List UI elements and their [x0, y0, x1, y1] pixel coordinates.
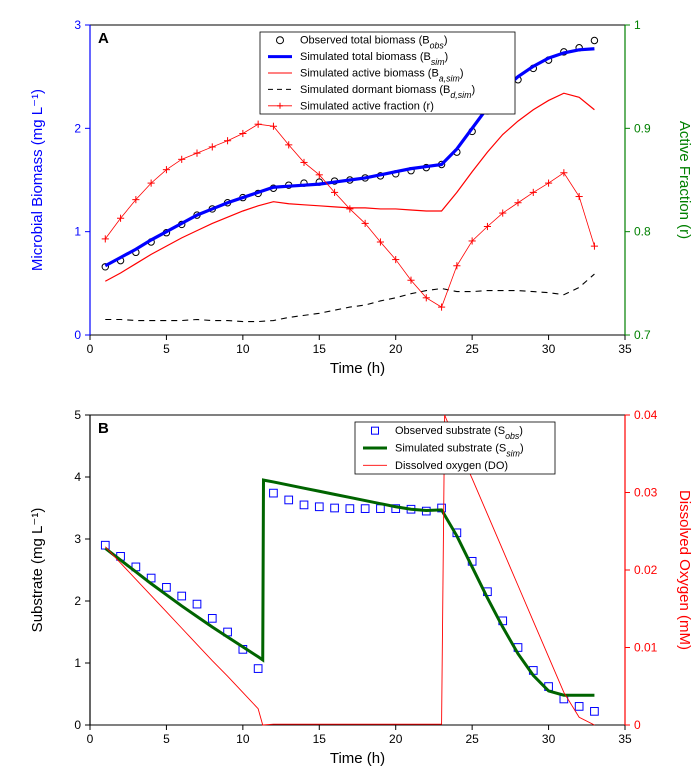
- marker-square: [377, 505, 385, 513]
- x-tick-label: 0: [87, 732, 94, 746]
- x-tick-label: 20: [389, 342, 403, 356]
- x-tick-label: 15: [313, 732, 327, 746]
- marker-square: [575, 703, 583, 711]
- panel-label: A: [98, 30, 109, 47]
- figure-container: { "figure": { "width": 700, "height": 77…: [0, 0, 700, 773]
- y-left-tick-label: 4: [74, 470, 81, 484]
- y-right-tick-label: 0.03: [634, 486, 658, 500]
- marker-square: [285, 496, 293, 504]
- y-left-tick-label: 2: [74, 594, 81, 608]
- marker-square: [346, 505, 354, 513]
- x-tick-label: 20: [389, 732, 403, 746]
- marker-square: [361, 505, 369, 513]
- y-left-tick-label: 1: [74, 656, 81, 670]
- y-right-tick-label: 0: [634, 718, 641, 732]
- x-tick-label: 10: [236, 342, 250, 356]
- series-line: [105, 124, 594, 307]
- series-line: [105, 274, 594, 322]
- y-left-tick-label: 5: [74, 408, 81, 422]
- x-tick-label: 15: [313, 342, 327, 356]
- y-right-tick-label: 0.9: [634, 121, 651, 135]
- y-left-tick-label: 2: [74, 121, 81, 135]
- marker-square: [101, 541, 109, 549]
- x-tick-label: 25: [465, 732, 479, 746]
- x-axis-label: Time (h): [330, 360, 385, 377]
- marker-square: [300, 501, 308, 509]
- figure-svg: 05101520253035Time (h)0123Microbial Biom…: [0, 0, 700, 773]
- x-tick-label: 30: [542, 732, 556, 746]
- y-right-tick-label: 0.04: [634, 408, 658, 422]
- panel-label: B: [98, 420, 109, 437]
- x-tick-label: 5: [163, 732, 170, 746]
- marker-square: [315, 503, 323, 511]
- y-right-tick-label: 0.7: [634, 328, 651, 342]
- y-right-axis-label: Active Fraction (r): [676, 121, 693, 239]
- y-right-tick-label: 0.01: [634, 641, 658, 655]
- y-left-tick-label: 3: [74, 532, 81, 546]
- marker-square: [163, 584, 171, 592]
- x-tick-label: 30: [542, 342, 556, 356]
- series-line: [105, 93, 594, 281]
- y-right-tick-label: 0.8: [634, 225, 651, 239]
- marker-square: [331, 504, 339, 512]
- marker-circle: [591, 37, 597, 43]
- y-left-tick-label: 0: [74, 718, 81, 732]
- y-right-tick-label: 0.02: [634, 563, 658, 577]
- x-tick-label: 25: [465, 342, 479, 356]
- marker-square: [193, 600, 201, 608]
- marker-square: [270, 489, 278, 497]
- y-right-axis-label: Dissolved Oxygen (mM): [676, 490, 693, 650]
- x-axis-label: Time (h): [330, 750, 385, 767]
- x-tick-label: 5: [163, 342, 170, 356]
- y-right-tick-label: 1: [634, 18, 641, 32]
- marker-square: [591, 708, 599, 716]
- legend-label: Dissolved oxygen (DO): [395, 460, 508, 472]
- x-tick-label: 10: [236, 732, 250, 746]
- x-tick-label: 35: [618, 342, 632, 356]
- y-left-tick-label: 1: [74, 225, 81, 239]
- x-tick-label: 0: [87, 342, 94, 356]
- marker-square: [254, 665, 262, 673]
- x-tick-label: 35: [618, 732, 632, 746]
- y-left-axis-label: Substrate (mg L⁻¹): [29, 508, 46, 633]
- y-left-axis-label: Microbial Biomass (mg L⁻¹): [29, 89, 46, 271]
- y-left-tick-label: 3: [74, 18, 81, 32]
- y-left-tick-label: 0: [74, 328, 81, 342]
- legend-label: Simulated active fraction (r): [300, 100, 434, 112]
- marker-square: [178, 592, 186, 600]
- marker-square: [208, 615, 216, 623]
